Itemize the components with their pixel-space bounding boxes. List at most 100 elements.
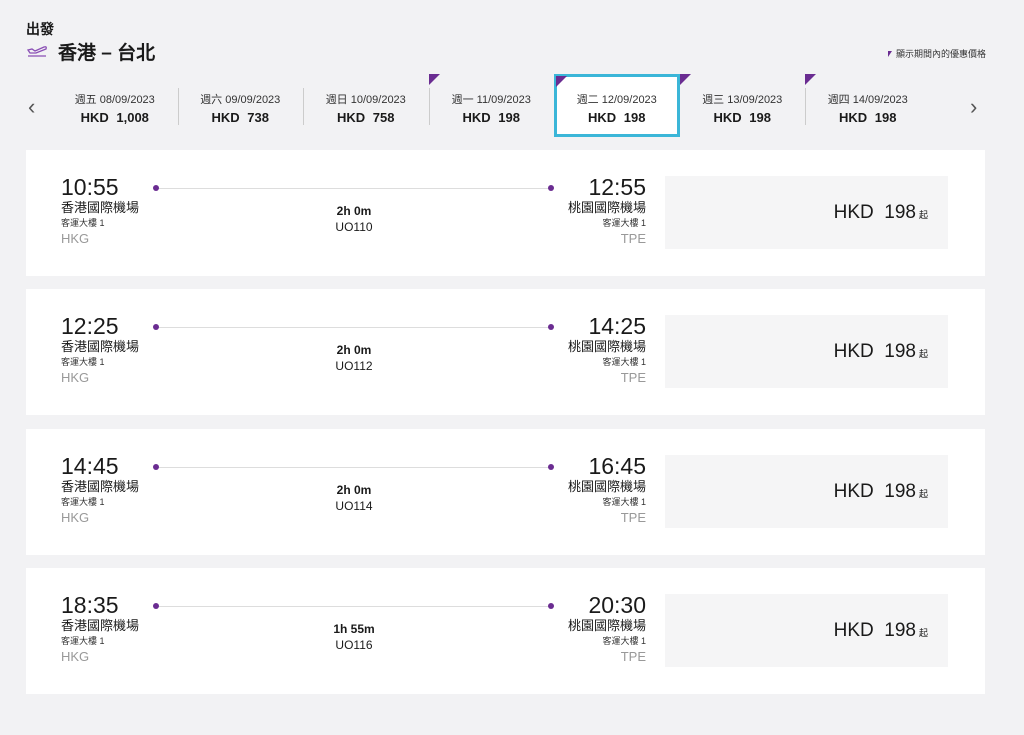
arrival-info: 12:55 桃園國際機場 客運大樓 1 TPE bbox=[496, 174, 646, 248]
departure-info: 12:25 香港國際機場 客運大樓 1 HKG bbox=[61, 313, 139, 387]
date-tab-date: 週三 13/09/2023 bbox=[702, 94, 783, 106]
departure-terminal: 客運大樓 1 bbox=[61, 218, 105, 228]
date-tab-price: HKD 198 bbox=[588, 110, 646, 125]
date-tab[interactable]: 週六 09/09/2023 HKD 738 bbox=[177, 74, 304, 137]
flight-number: UO110 bbox=[335, 220, 373, 234]
departure-airport: 香港國際機場 bbox=[61, 200, 140, 215]
fare-button[interactable]: HKD 198 起 bbox=[665, 176, 948, 249]
fare-button[interactable]: HKD 198 起 bbox=[665, 315, 948, 388]
duration: 2h 0m bbox=[336, 343, 372, 357]
departure-time: 10:55 bbox=[61, 174, 119, 200]
departure-terminal: 客運大樓 1 bbox=[61, 497, 105, 507]
fare-price: HKD 198 bbox=[833, 481, 916, 502]
arrival-time: 14:25 bbox=[588, 313, 646, 339]
origin-dot bbox=[153, 185, 159, 191]
route-line bbox=[153, 464, 554, 470]
date-selector: 週五 08/09/2023 HKD 1,008 週六 09/09/2023 HKD 7… bbox=[52, 74, 931, 137]
arrival-code: TPE bbox=[620, 510, 646, 525]
arrival-time: 12:55 bbox=[588, 174, 646, 200]
departure-info: 10:55 香港國際機場 客運大樓 1 HKG bbox=[61, 174, 139, 248]
date-tab-price: HKD 1,008 bbox=[80, 110, 149, 125]
date-tab-price: HKD 198 bbox=[462, 110, 520, 125]
fare-from-label: 起 bbox=[918, 489, 928, 499]
promo-legend-text: 顯示期間內的優惠價格 bbox=[895, 49, 986, 59]
flight-card[interactable]: 18:35 香港國際機場 客運大樓 1 HKG 1h 55m UO116 20:3… bbox=[26, 568, 985, 694]
fare-button[interactable]: HKD 198 起 bbox=[665, 455, 948, 528]
flight-number: UO116 bbox=[335, 638, 373, 652]
arrival-airport: 桃園國際機場 bbox=[567, 479, 646, 494]
route-line bbox=[153, 185, 554, 191]
duration: 2h 0m bbox=[336, 483, 372, 497]
next-dates-button[interactable]: › bbox=[970, 94, 978, 119]
origin-dot bbox=[153, 464, 159, 470]
fare-price: HKD 198 bbox=[833, 341, 916, 362]
departure-terminal: 客運大樓 1 bbox=[61, 636, 105, 646]
flight-number: UO114 bbox=[335, 499, 373, 513]
flight-details: 2h 0m UO110 bbox=[306, 203, 402, 235]
route-line bbox=[153, 603, 554, 609]
fare-button[interactable]: HKD 198 起 bbox=[665, 594, 948, 667]
date-tab[interactable]: 週二 12/09/2023 HKD 198 bbox=[554, 74, 680, 137]
flight-details: 2h 0m UO112 bbox=[306, 342, 402, 374]
origin-dot bbox=[153, 324, 159, 330]
arrival-info: 20:30 桃園國際機場 客運大樓 1 TPE bbox=[496, 592, 646, 666]
flight-number: UO112 bbox=[335, 359, 373, 373]
date-tab-date: 週日 10/09/2023 bbox=[325, 94, 406, 106]
plane-takeoff-icon bbox=[26, 41, 48, 63]
flight-card[interactable]: 14:45 香港國際機場 客運大樓 1 HKG 2h 0m UO114 16:45… bbox=[26, 429, 985, 555]
flight-details: 2h 0m UO114 bbox=[306, 482, 402, 514]
flight-card[interactable]: 12:25 香港國際機場 客運大樓 1 HKG 2h 0m UO112 14:25… bbox=[26, 289, 985, 415]
departure-code: HKG bbox=[61, 510, 90, 525]
date-tab-price: HKD 198 bbox=[839, 110, 897, 125]
date-tab[interactable]: 週一 11/09/2023 HKD 198 bbox=[428, 74, 555, 137]
arrival-terminal: 客運大樓 1 bbox=[602, 357, 646, 367]
fare-price: HKD 198 bbox=[833, 202, 916, 223]
date-tab-price: HKD 738 bbox=[211, 110, 269, 125]
arrival-time: 16:45 bbox=[588, 453, 646, 479]
date-tab-date: 週四 14/09/2023 bbox=[827, 94, 908, 106]
fare-price: HKD 198 bbox=[833, 620, 916, 641]
route-text: 香港 – 台北 bbox=[58, 43, 156, 64]
departure-airport: 香港國際機場 bbox=[61, 618, 140, 633]
arrival-airport: 桃園國際機場 bbox=[567, 200, 646, 215]
date-tab[interactable]: 週五 08/09/2023 HKD 1,008 bbox=[52, 74, 178, 137]
prev-dates-button[interactable]: ‹ bbox=[28, 94, 36, 119]
departure-airport: 香港國際機場 bbox=[61, 479, 140, 494]
duration: 1h 55m bbox=[333, 622, 375, 636]
promo-flag-icon bbox=[679, 74, 691, 85]
arrival-info: 14:25 桃園國際機場 客運大樓 1 TPE bbox=[496, 313, 646, 387]
flight-card[interactable]: 10:55 香港國際機場 客運大樓 1 HKG 2h 0m UO110 12:55… bbox=[26, 150, 985, 276]
arrival-airport: 桃園國際機場 bbox=[567, 339, 646, 354]
flight-details: 1h 55m UO116 bbox=[306, 621, 402, 653]
destination-dot bbox=[548, 185, 554, 191]
date-tab-date: 週五 08/09/2023 bbox=[74, 94, 155, 106]
date-tab[interactable]: 週三 13/09/2023 HKD 198 bbox=[679, 74, 806, 137]
departure-code: HKG bbox=[61, 370, 90, 385]
date-tab[interactable]: 週日 10/09/2023 HKD 758 bbox=[303, 74, 429, 137]
departure-info: 18:35 香港國際機場 客運大樓 1 HKG bbox=[61, 592, 139, 666]
promo-flag-icon bbox=[428, 74, 440, 85]
departure-terminal: 客運大樓 1 bbox=[61, 357, 105, 367]
arrival-info: 16:45 桃園國際機場 客運大樓 1 TPE bbox=[496, 453, 646, 527]
departure-time: 14:45 bbox=[61, 453, 119, 479]
arrival-code: TPE bbox=[620, 649, 646, 664]
arrival-code: TPE bbox=[620, 231, 646, 246]
arrival-terminal: 客運大樓 1 bbox=[602, 636, 646, 646]
destination-dot bbox=[548, 324, 554, 330]
destination-dot bbox=[548, 464, 554, 470]
departure-info: 14:45 香港國際機場 客運大樓 1 HKG bbox=[61, 453, 139, 527]
departure-time: 12:25 bbox=[61, 313, 119, 339]
departure-code: HKG bbox=[61, 649, 90, 664]
origin-dot bbox=[153, 603, 159, 609]
date-tab-price: HKD 758 bbox=[337, 110, 395, 125]
date-tab-price: HKD 198 bbox=[713, 110, 771, 125]
date-tab-date: 週一 11/09/2023 bbox=[451, 94, 531, 106]
date-tab[interactable]: 週四 14/09/2023 HKD 198 bbox=[805, 74, 931, 137]
promo-flag-icon bbox=[887, 50, 892, 57]
arrival-code: TPE bbox=[620, 370, 646, 385]
arrival-terminal: 客運大樓 1 bbox=[602, 218, 646, 228]
arrival-time: 20:30 bbox=[588, 592, 646, 618]
departure-label: 出發 bbox=[26, 21, 54, 37]
arrival-terminal: 客運大樓 1 bbox=[602, 497, 646, 507]
date-tab-date: 週六 09/09/2023 bbox=[200, 94, 281, 106]
